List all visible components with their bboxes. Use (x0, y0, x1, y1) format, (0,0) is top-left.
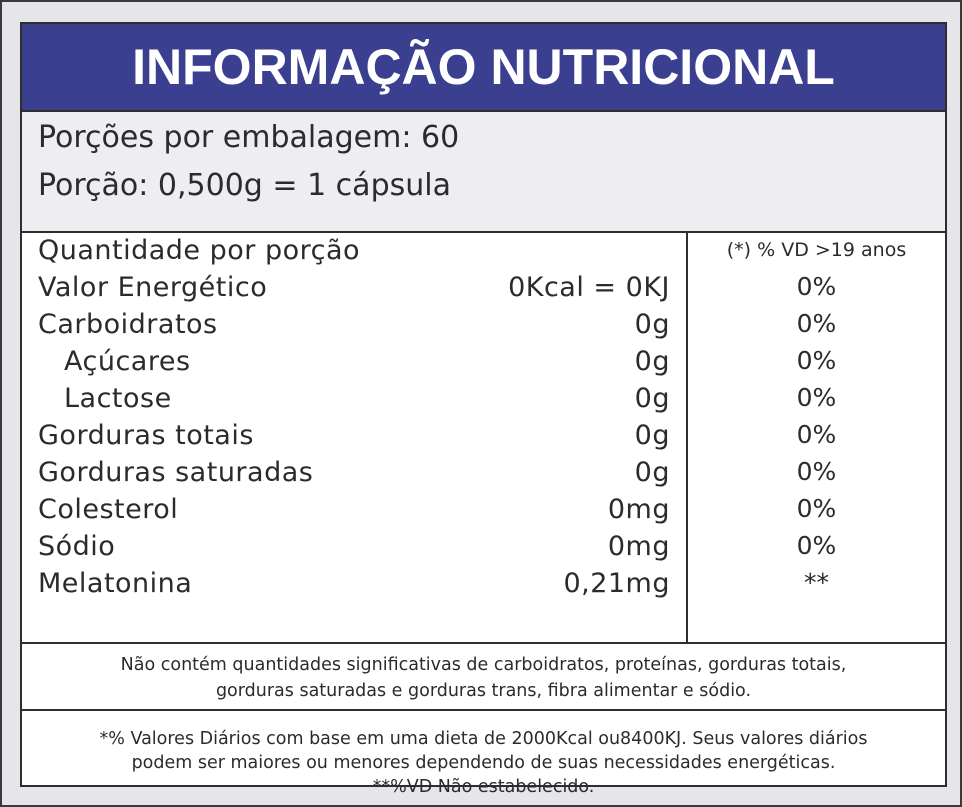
nutrient-amount: 0Kcal = 0KJ (508, 272, 670, 303)
nutrient-vd: 0% (796, 494, 837, 523)
nutrient-amount: 0mg (607, 531, 670, 562)
nutrient-vd: 0% (796, 346, 837, 375)
table-row: Gorduras totais 0g 0% (22, 420, 945, 457)
nutrient-amount: 0mg (607, 494, 670, 525)
table-row: Sódio 0mg 0% (22, 531, 945, 568)
table-row: Açúcares 0g 0% (22, 346, 945, 383)
table-header-row: Quantidade por porção (*) % VD >19 anos (22, 235, 945, 272)
quantity-header: Quantidade por porção (38, 235, 361, 266)
daily-values-note: *% Valores Diários com base em uma dieta… (22, 711, 945, 797)
nutrient-name: Lactose (64, 383, 172, 414)
nutrient-vd: 0% (796, 420, 837, 449)
nutrient-amount: 0g (634, 457, 670, 488)
not-significant-note: Não contém quantidades significativas de… (22, 644, 945, 711)
portions-per-package: Porções por embalagem: 60 (38, 120, 460, 155)
nutrient-amount: 0g (634, 383, 670, 414)
nutrient-name: Gorduras saturadas (38, 457, 314, 488)
nutrition-facts-panel: INFORMAÇÃO NUTRICIONAL Porções por embal… (20, 22, 947, 797)
note-line: podem ser maiores ou menores dependendo … (131, 753, 836, 773)
nutrient-name: Sódio (38, 531, 116, 562)
note-line: **%VD Não estabelecido. (372, 777, 595, 797)
nutrient-vd: 0% (796, 272, 837, 301)
title-bar: INFORMAÇÃO NUTRICIONAL (22, 24, 945, 112)
nutrient-name: Gorduras totais (38, 420, 254, 451)
note-line: gorduras saturadas e gorduras trans, fib… (215, 681, 752, 701)
nutrient-name: Colesterol (38, 494, 179, 525)
nutrient-vd: 0% (796, 457, 837, 486)
table-row: Carboidratos 0g 0% (22, 309, 945, 346)
vd-header: (*) % VD >19 anos (726, 239, 907, 261)
nutrient-name: Açúcares (64, 346, 191, 377)
nutrient-vd: 0% (796, 309, 837, 338)
page-title: INFORMAÇÃO NUTRICIONAL (132, 39, 835, 95)
column-divider (686, 233, 688, 642)
note-line: *% Valores Diários com base em uma dieta… (99, 729, 868, 749)
nutrient-amount: 0,21mg (563, 568, 670, 599)
nutrient-name: Melatonina (38, 568, 193, 599)
table-row: Gorduras saturadas 0g 0% (22, 457, 945, 494)
nutrient-vd: 0% (796, 383, 837, 412)
table-row: Colesterol 0mg 0% (22, 494, 945, 531)
nutrient-amount: 0g (634, 346, 670, 377)
table-row: Lactose 0g 0% (22, 383, 945, 420)
nutrient-vd: 0% (796, 531, 837, 560)
note-line: Não contém quantidades significativas de… (120, 655, 847, 675)
table-row: Valor Energético 0Kcal = 0KJ 0% (22, 272, 945, 309)
portion-size: Porção: 0,500g = 1 cápsula (38, 168, 451, 203)
nutrient-name: Valor Energético (38, 272, 268, 303)
nutrient-amount: 0g (634, 420, 670, 451)
serving-info: Porções por embalagem: 60 Porção: 0,500g… (22, 112, 945, 233)
nutrient-vd: ** (804, 568, 829, 597)
nutrient-name: Carboidratos (38, 309, 218, 340)
nutrition-table: Quantidade por porção (*) % VD >19 anos … (22, 233, 945, 644)
table-row: Melatonina 0,21mg ** (22, 568, 945, 605)
nutrient-amount: 0g (634, 309, 670, 340)
